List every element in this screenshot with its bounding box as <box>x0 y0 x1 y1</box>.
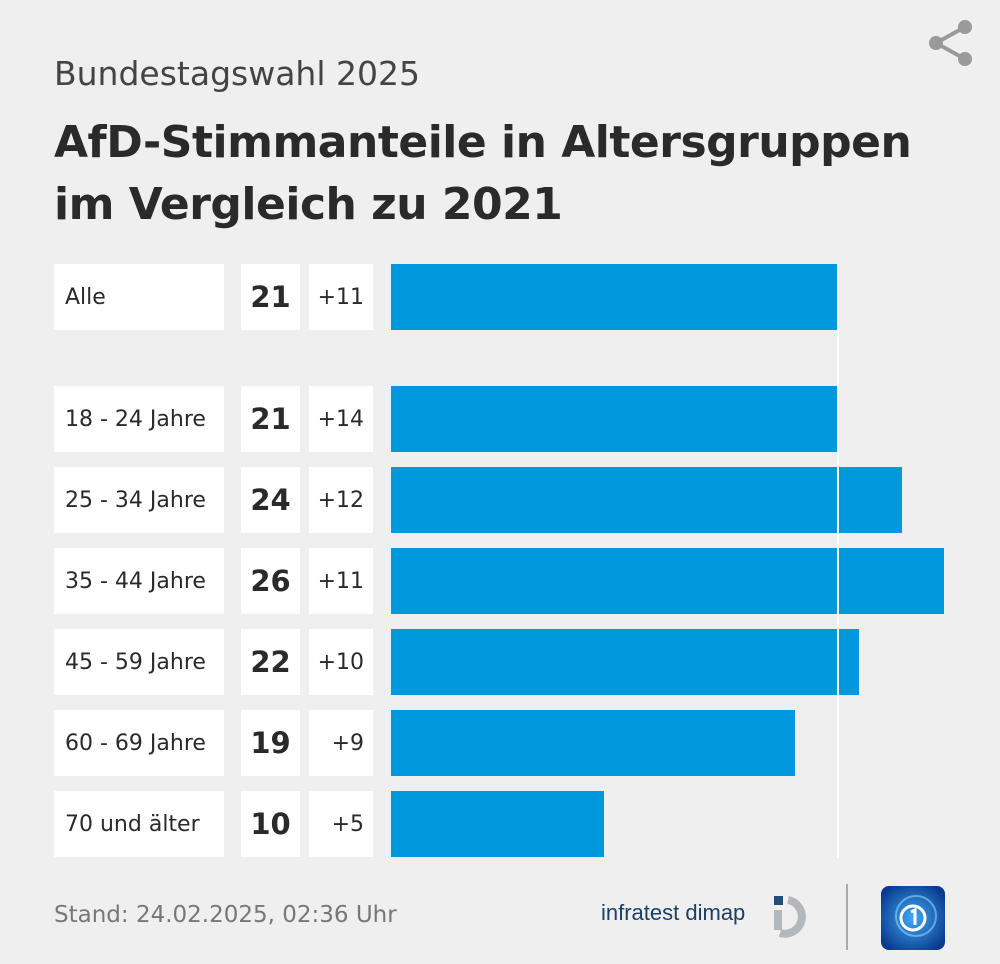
bar <box>391 264 838 330</box>
category-label: 18 - 24 Jahre <box>54 386 224 452</box>
category-label: 45 - 59 Jahre <box>54 629 224 695</box>
category-label: 70 und älter <box>54 791 224 857</box>
change-label: +9 <box>309 710 373 776</box>
infratest-dimap-logo <box>774 896 806 938</box>
bar-row: 25 - 34 Jahre 24 +12 <box>0 467 1000 533</box>
chart-title: AfD-Stimmanteile in Altersgruppen im Ver… <box>54 112 912 236</box>
change-label: +11 <box>309 264 373 330</box>
bar <box>391 791 604 857</box>
category-label: Alle <box>54 264 224 330</box>
source-label: infratest dimap <box>601 900 746 925</box>
change-label: +12 <box>309 467 373 533</box>
bar-row: 35 - 44 Jahre 26 +11 <box>0 548 1000 614</box>
bar-row: Alle 21 +11 <box>0 264 1000 330</box>
category-label: 35 - 44 Jahre <box>54 548 224 614</box>
change-label: +14 <box>309 386 373 452</box>
bar <box>391 386 838 452</box>
value-label: 21 <box>241 386 300 452</box>
timestamp: Stand: 24.02.2025, 02:36 Uhr <box>54 902 397 928</box>
bar <box>391 710 796 776</box>
bar <box>391 467 902 533</box>
change-label: +10 <box>309 629 373 695</box>
bar <box>391 629 860 695</box>
value-label: 21 <box>241 264 300 330</box>
bar-row: 70 und älter 10 +5 <box>0 791 1000 857</box>
share-icon[interactable] <box>924 16 978 70</box>
divider <box>846 884 848 950</box>
title-line-1: AfD-Stimmanteile in Altersgruppen <box>54 117 912 168</box>
value-label: 26 <box>241 548 300 614</box>
title-line-2: im Vergleich zu 2021 <box>54 179 563 230</box>
change-label: +5 <box>309 791 373 857</box>
value-label: 24 <box>241 467 300 533</box>
bar-row: 45 - 59 Jahre 22 +10 <box>0 629 1000 695</box>
bar <box>391 548 945 614</box>
chart-subtitle: Bundestagswahl 2025 <box>54 54 420 93</box>
category-label: 60 - 69 Jahre <box>54 710 224 776</box>
tagesschau-logo <box>881 886 945 950</box>
bar-row: 60 - 69 Jahre 19 +9 <box>0 710 1000 776</box>
value-label: 22 <box>241 629 300 695</box>
category-label: 25 - 34 Jahre <box>54 467 224 533</box>
value-label: 10 <box>241 791 300 857</box>
value-label: 19 <box>241 710 300 776</box>
bar-row: 18 - 24 Jahre 21 +14 <box>0 386 1000 452</box>
reference-line <box>837 264 839 858</box>
change-label: +11 <box>309 548 373 614</box>
